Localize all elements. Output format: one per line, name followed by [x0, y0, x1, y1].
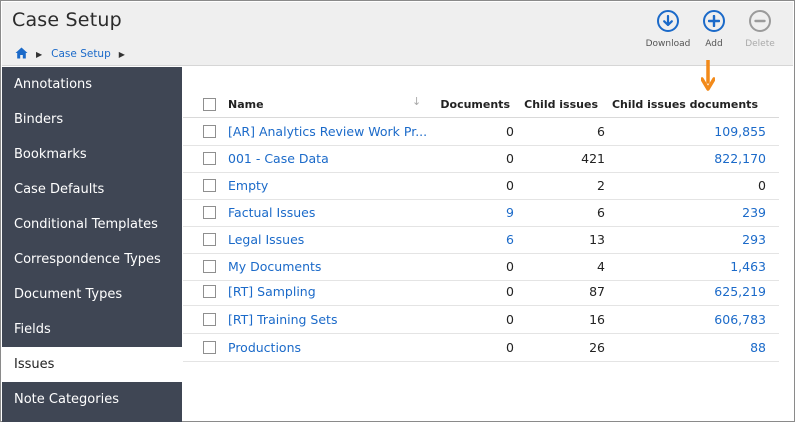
column-header-documents[interactable]: Documents	[440, 98, 510, 111]
minus-icon	[749, 10, 771, 32]
table-row[interactable]: [AR] Analytics Review Work Pr... 0 6 109…	[183, 119, 779, 146]
row-checkbox[interactable]	[203, 206, 216, 219]
documents-count-link[interactable]: 9	[506, 205, 514, 220]
table-row[interactable]: Empty 0 2 0	[183, 173, 779, 200]
sort-arrow-icon[interactable]: ↓	[412, 95, 422, 108]
download-button[interactable]: Download	[645, 10, 691, 49]
child-issues-count: 2	[597, 178, 605, 193]
plus-icon	[703, 10, 725, 32]
table-header: Name ↓ Documents Child issues Child issu…	[183, 92, 779, 118]
row-checkbox[interactable]	[203, 152, 216, 165]
download-label: Download	[645, 39, 691, 49]
table-row[interactable]: [RT] Sampling 0 87 625,219	[183, 279, 779, 306]
documents-count: 0	[506, 178, 514, 193]
table-row[interactable]: My Documents 0 4 1,463	[183, 254, 779, 281]
child-issues-documents-link[interactable]: 625,219	[714, 284, 766, 299]
column-header-child-issues[interactable]: Child issues	[524, 98, 598, 111]
breadcrumb: ▶ Case Setup ▶	[15, 46, 134, 62]
child-issues-count: 87	[589, 284, 605, 299]
issue-name-link[interactable]: 001 - Case Data	[228, 151, 329, 166]
select-all-checkbox[interactable]	[203, 98, 216, 111]
column-header-name[interactable]: Name	[228, 98, 264, 111]
sidebar-item-note-categories[interactable]: Note Categories	[14, 392, 119, 407]
child-issues-documents-link[interactable]: 109,855	[714, 124, 766, 139]
sidebar-item-binders[interactable]: Binders	[14, 112, 64, 127]
issue-name-link[interactable]: Factual Issues	[228, 205, 316, 220]
child-issues-documents-link[interactable]: 239	[742, 205, 766, 220]
table-row[interactable]: Legal Issues 6 13 293	[183, 227, 779, 254]
sidebar-item-conditional-templates[interactable]: Conditional Templates	[14, 217, 158, 232]
row-checkbox[interactable]	[203, 260, 216, 273]
page-title: Case Setup	[12, 9, 122, 31]
child-issues-count: 13	[589, 232, 605, 247]
breadcrumb-item-case-setup[interactable]: Case Setup	[51, 48, 111, 60]
child-issues-count: 26	[589, 340, 605, 355]
sidebar-item-case-defaults[interactable]: Case Defaults	[14, 182, 105, 197]
row-checkbox[interactable]	[203, 341, 216, 354]
issues-table: Name ↓ Documents Child issues Child issu…	[183, 60, 794, 422]
download-icon	[657, 10, 679, 32]
documents-count: 0	[506, 312, 514, 327]
issue-name-link[interactable]: My Documents	[228, 259, 322, 274]
arrow-down-indicator-icon	[701, 60, 715, 91]
breadcrumb-separator-icon: ▶	[36, 49, 43, 59]
child-issues-count: 16	[589, 312, 605, 327]
child-issues-documents-link[interactable]: 606,783	[714, 312, 766, 327]
sidebar-item-issues[interactable]: Issues	[2, 347, 182, 382]
documents-count: 0	[506, 340, 514, 355]
delete-label: Delete	[745, 39, 775, 49]
child-issues-documents-count: 0	[758, 178, 766, 193]
row-checkbox[interactable]	[203, 179, 216, 192]
child-issues-count: 421	[581, 151, 605, 166]
documents-count: 0	[506, 124, 514, 139]
documents-count: 0	[506, 284, 514, 299]
row-checkbox[interactable]	[203, 313, 216, 326]
sidebar-item-document-types[interactable]: Document Types	[14, 287, 123, 302]
add-button[interactable]: Add	[691, 10, 737, 49]
table-row[interactable]: 001 - Case Data 0 421 822,170	[183, 146, 779, 173]
child-issues-documents-link[interactable]: 822,170	[714, 151, 766, 166]
documents-count: 0	[506, 151, 514, 166]
documents-count-link[interactable]: 6	[506, 232, 514, 247]
table-row[interactable]: [RT] Training Sets 0 16 606,783	[183, 307, 779, 334]
child-issues-documents-link[interactable]: 88	[750, 340, 766, 355]
issue-name-link[interactable]: [RT] Training Sets	[228, 312, 338, 327]
child-issues-count: 6	[597, 124, 605, 139]
sidebar-item-bookmarks[interactable]: Bookmarks	[14, 147, 87, 162]
sidebar-item-correspondence-types[interactable]: Correspondence Types	[14, 252, 161, 267]
breadcrumb-separator-icon: ▶	[118, 49, 125, 59]
row-checkbox[interactable]	[203, 285, 216, 298]
child-issues-count: 4	[597, 259, 605, 274]
sidebar: Annotations Binders Bookmarks Case Defau…	[2, 67, 182, 422]
issue-name-link[interactable]: Productions	[228, 340, 302, 355]
child-issues-count: 6	[597, 205, 605, 220]
child-issues-documents-link[interactable]: 293	[742, 232, 766, 247]
column-header-child-issues-documents[interactable]: Child issues documents	[611, 98, 758, 111]
row-checkbox[interactable]	[203, 233, 216, 246]
table-row[interactable]: Productions 0 26 88	[183, 335, 779, 362]
home-icon[interactable]	[15, 47, 28, 62]
add-label: Add	[705, 39, 723, 49]
issue-name-link[interactable]: Legal Issues	[228, 232, 305, 247]
documents-count: 0	[506, 259, 514, 274]
issue-name-link[interactable]: [RT] Sampling	[228, 284, 316, 299]
sidebar-item-annotations[interactable]: Annotations	[14, 77, 93, 92]
sidebar-item-fields[interactable]: Fields	[14, 322, 51, 337]
delete-button[interactable]: Delete	[737, 10, 783, 49]
issue-name-link[interactable]: [AR] Analytics Review Work Pr...	[228, 124, 428, 139]
child-issues-documents-link[interactable]: 1,463	[730, 259, 766, 274]
page-header: Case Setup ▶ Case Setup ▶ Download	[2, 2, 793, 66]
table-row[interactable]: Factual Issues 9 6 239	[183, 200, 779, 227]
issue-name-link[interactable]: Empty	[228, 178, 269, 193]
row-checkbox[interactable]	[203, 125, 216, 138]
toolbar: Download Add Delete	[645, 10, 783, 49]
